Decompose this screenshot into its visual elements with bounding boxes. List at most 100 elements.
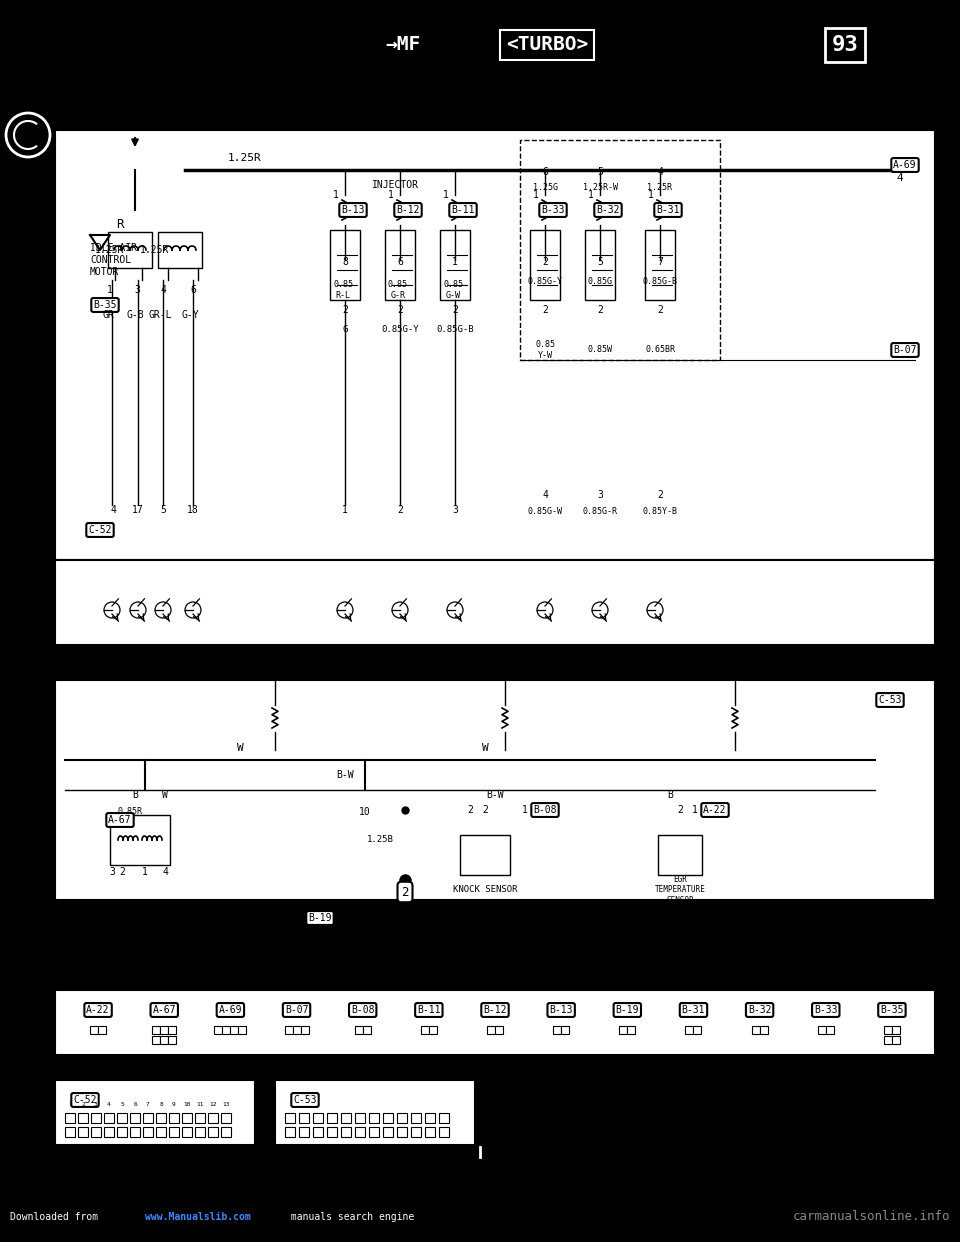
- Text: B: B: [132, 790, 138, 800]
- Bar: [156, 1113, 166, 1123]
- Text: HR05M05BB: HR05M05BB: [870, 1144, 915, 1153]
- Text: HEATED OXYGEN
SENSOR: HEATED OXYGEN SENSOR: [92, 905, 157, 925]
- Bar: [369, 1126, 379, 1136]
- Text: 4: 4: [108, 1102, 110, 1107]
- Text: 1.25R: 1.25R: [647, 184, 673, 193]
- Text: 2: 2: [677, 805, 683, 815]
- Bar: [645, 230, 675, 301]
- Bar: [619, 1026, 627, 1035]
- Text: 7: 7: [146, 1102, 150, 1107]
- Text: B-W: B-W: [486, 790, 504, 800]
- Bar: [658, 835, 702, 876]
- Text: 1: 1: [108, 284, 113, 296]
- Bar: [397, 1126, 407, 1136]
- Text: 3: 3: [109, 867, 115, 877]
- Text: B-12: B-12: [396, 205, 420, 215]
- Text: 19: 19: [132, 1144, 139, 1149]
- Text: 9: 9: [172, 1102, 176, 1107]
- Bar: [341, 1126, 351, 1136]
- Text: 15: 15: [80, 1144, 86, 1149]
- Bar: [369, 1113, 379, 1123]
- Text: 2: 2: [401, 886, 409, 898]
- Bar: [110, 815, 170, 864]
- Text: B-11: B-11: [451, 205, 475, 215]
- Text: B-33: B-33: [541, 205, 564, 215]
- Bar: [117, 1113, 127, 1123]
- Bar: [108, 232, 152, 268]
- Bar: [826, 1026, 834, 1035]
- Text: A-22: A-22: [704, 805, 727, 815]
- Text: B-31: B-31: [657, 205, 680, 215]
- Bar: [55, 560, 935, 645]
- Text: B-11: B-11: [417, 1005, 441, 1015]
- Bar: [195, 1113, 205, 1123]
- Bar: [383, 1126, 393, 1136]
- Text: 1.25R: 1.25R: [228, 153, 262, 163]
- Bar: [299, 1113, 309, 1123]
- Bar: [440, 230, 470, 301]
- Text: 1.25R: 1.25R: [140, 245, 170, 255]
- Text: 2: 2: [82, 1102, 84, 1107]
- Text: 5: 5: [597, 257, 603, 267]
- Text: 2: 2: [597, 306, 603, 315]
- Bar: [420, 1026, 429, 1035]
- Text: 2: 2: [542, 306, 548, 315]
- Text: G-B: G-B: [126, 310, 144, 320]
- Bar: [221, 1113, 231, 1123]
- Text: www.Manualslib.com: www.Manualslib.com: [145, 1212, 251, 1222]
- Text: 1: 1: [342, 505, 348, 515]
- Text: 1: 1: [533, 190, 539, 200]
- Text: 3: 3: [134, 284, 140, 296]
- Text: 22: 22: [170, 1144, 178, 1149]
- Text: 6: 6: [397, 257, 403, 267]
- Bar: [130, 1113, 140, 1123]
- Text: B: B: [667, 790, 673, 800]
- Text: 7: 7: [657, 257, 663, 267]
- Text: 18: 18: [118, 1144, 126, 1149]
- Bar: [195, 1126, 205, 1136]
- Text: 10: 10: [183, 1102, 191, 1107]
- Text: 4: 4: [542, 491, 548, 501]
- Text: 2: 2: [397, 306, 403, 315]
- Text: 10: 10: [359, 807, 371, 817]
- Text: B-31: B-31: [682, 1005, 706, 1015]
- Bar: [884, 1036, 892, 1045]
- Bar: [553, 1026, 562, 1035]
- Text: 1: 1: [68, 1102, 72, 1107]
- Text: 1: 1: [452, 257, 458, 267]
- Bar: [411, 1126, 421, 1136]
- Text: B-32: B-32: [748, 1005, 772, 1015]
- Bar: [327, 1113, 337, 1123]
- Text: B-07: B-07: [893, 345, 917, 355]
- Text: 0.85
G-R: 0.85 G-R: [388, 281, 408, 299]
- Bar: [313, 1126, 323, 1136]
- Bar: [354, 1026, 363, 1035]
- Text: 2: 2: [119, 867, 125, 877]
- Text: B-08: B-08: [533, 805, 557, 815]
- Text: 4: 4: [110, 505, 116, 515]
- Bar: [143, 1126, 153, 1136]
- Bar: [884, 1026, 892, 1035]
- Bar: [238, 1026, 247, 1035]
- Text: 1: 1: [388, 190, 394, 200]
- Bar: [752, 1026, 759, 1035]
- Bar: [223, 1026, 230, 1035]
- Text: 0.85G-B: 0.85G-B: [436, 325, 474, 334]
- Bar: [169, 1126, 179, 1136]
- Text: 1.25B: 1.25B: [367, 836, 394, 845]
- Text: W: W: [236, 743, 244, 753]
- Text: B-33: B-33: [814, 1005, 837, 1015]
- Bar: [221, 1126, 231, 1136]
- Text: 21: 21: [157, 1144, 165, 1149]
- Text: 2: 2: [452, 306, 458, 315]
- Bar: [182, 1126, 192, 1136]
- Bar: [153, 1026, 160, 1035]
- Text: 1.25R-W: 1.25R-W: [583, 184, 617, 193]
- Bar: [158, 232, 202, 268]
- Bar: [460, 835, 510, 876]
- Text: 2: 2: [657, 491, 663, 501]
- Text: <TURBO>: <TURBO>: [506, 36, 588, 55]
- Text: R: R: [116, 219, 124, 231]
- Bar: [65, 1113, 75, 1123]
- Text: B-19: B-19: [615, 1005, 639, 1015]
